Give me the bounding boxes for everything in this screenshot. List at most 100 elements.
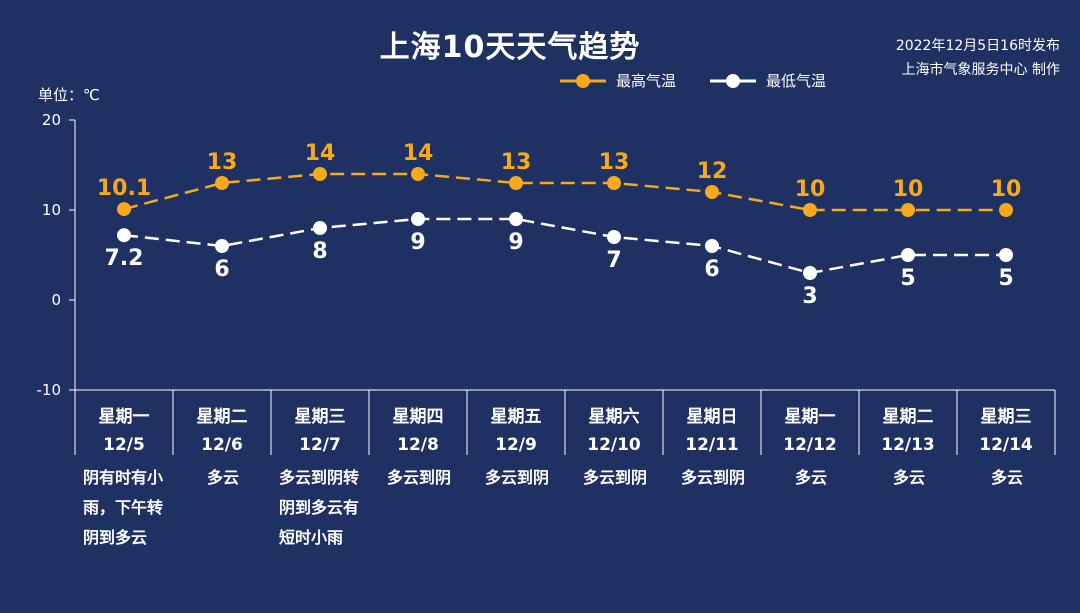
weather-description: 多云到阴 xyxy=(469,463,565,493)
x-tick-weekday: 星期日 xyxy=(687,407,738,427)
x-tick-weekday: 星期二 xyxy=(197,407,248,427)
x-tick-date: 12/6 xyxy=(201,435,243,455)
weather-description: 多云 xyxy=(175,463,271,493)
weather-description-line: 阴有时有小 xyxy=(83,468,164,487)
high-temp-label: 10 xyxy=(991,177,1022,202)
x-tick-weekday: 星期六 xyxy=(589,406,640,427)
x-tick-date: 12/8 xyxy=(397,435,439,455)
low-temp-label: 9 xyxy=(410,230,425,255)
legend-high-marker xyxy=(560,73,606,88)
weather-description: 阴有时有小雨，下午转阴到多云 xyxy=(77,463,175,553)
x-tick-date: 12/11 xyxy=(685,435,739,455)
legend-item-low: 最低气温 xyxy=(710,70,826,91)
issue-info: 2022年12月5日16时发布 上海市气象服务中心 制作 xyxy=(896,34,1060,82)
low-temp-label: 5 xyxy=(998,266,1013,291)
unit-label: 单位：℃ xyxy=(38,86,100,104)
legend-item-high: 最高气温 xyxy=(560,70,676,91)
issuer: 上海市气象服务中心 制作 xyxy=(901,62,1060,78)
high-temp-label: 12 xyxy=(697,159,728,184)
weather-description-line: 短时小雨 xyxy=(279,528,344,547)
weather-description-line: 多云到阴 xyxy=(484,468,549,487)
weather-description: 多云到阴 xyxy=(665,463,761,493)
weather-description-line: 雨，下午转 xyxy=(83,498,164,517)
y-tick-label: 10 xyxy=(42,201,61,219)
high-temp-point xyxy=(313,167,327,181)
chart-title: 上海10天天气趋势 xyxy=(379,30,641,65)
high-temp-label: 10 xyxy=(795,177,826,202)
weather-description-line: 多云到阴 xyxy=(680,468,745,487)
high-temp-label: 14 xyxy=(403,141,434,166)
weather-description-line: 多云 xyxy=(892,468,925,487)
low-temp-line xyxy=(123,217,1006,275)
y-tick-label: -10 xyxy=(37,381,62,399)
low-temp-point xyxy=(999,248,1013,262)
high-temp-label: 10 xyxy=(893,177,924,202)
low-temp-point xyxy=(117,228,131,243)
low-temp-point xyxy=(313,221,327,235)
x-tick-weekday: 星期三 xyxy=(981,407,1032,427)
low-temp-label: 7 xyxy=(606,248,621,273)
x-tick-weekday: 星期三 xyxy=(295,407,346,427)
x-tick-date: 12/13 xyxy=(881,435,935,455)
high-temp-point xyxy=(117,202,131,217)
low-temp-label: 6 xyxy=(704,257,719,282)
x-tick-weekday: 星期二 xyxy=(883,407,934,427)
x-tick-weekday: 星期四 xyxy=(393,407,444,427)
low-temp-point xyxy=(509,212,523,226)
low-temp-label: 8 xyxy=(312,239,327,264)
y-tick-label: 0 xyxy=(51,291,61,309)
low-temp-label: 5 xyxy=(900,266,915,291)
weather-description-line: 多云到阴转 xyxy=(279,468,360,487)
high-temp-point xyxy=(803,203,817,217)
weather-description-line: 阴到多云有 xyxy=(279,498,360,517)
high-temp-point xyxy=(705,185,719,199)
weather-description-line: 多云 xyxy=(990,468,1023,487)
x-tick-date: 12/9 xyxy=(495,435,537,455)
low-temp-point xyxy=(607,230,621,244)
x-tick-date: 12/12 xyxy=(783,435,837,455)
weather-description-line: 多云到阴 xyxy=(582,468,647,487)
high-temp-point xyxy=(607,176,621,190)
high-temp-point xyxy=(509,176,523,190)
high-temp-point xyxy=(411,167,425,181)
weather-description-line: 多云到阴 xyxy=(386,468,451,487)
low-temp-label: 9 xyxy=(508,230,523,255)
low-temp-point xyxy=(215,239,229,253)
x-tick-date: 12/10 xyxy=(587,435,641,455)
x-tick-date: 12/14 xyxy=(979,435,1033,455)
low-temp-point xyxy=(705,239,719,253)
high-temp-line xyxy=(123,172,1006,212)
low-temp-label: 6 xyxy=(214,257,229,282)
weather-description: 多云到阴转阴到多云有短时小雨 xyxy=(273,463,371,553)
y-tick-label: 20 xyxy=(42,111,61,129)
weather-description-line: 阴到多云 xyxy=(83,528,148,547)
x-tick-weekday: 星期一 xyxy=(785,407,836,427)
high-temp-label: 13 xyxy=(501,150,532,175)
weather-description: 多云到阴 xyxy=(567,463,663,493)
high-temp-label: 13 xyxy=(599,150,630,175)
high-temp-label: 14 xyxy=(305,141,336,166)
weather-description: 多云 xyxy=(763,463,859,493)
low-temp-point xyxy=(411,212,425,226)
high-temp-label: 13 xyxy=(207,150,238,175)
weather-description: 多云到阴 xyxy=(371,463,467,493)
low-temp-label: 7.2 xyxy=(105,246,144,271)
issue-time: 2022年12月5日16时发布 xyxy=(895,38,1060,54)
high-temp-point xyxy=(999,203,1013,217)
x-tick-date: 12/7 xyxy=(299,435,341,455)
low-temp-point xyxy=(803,266,817,280)
legend-high-label: 最高气温 xyxy=(616,72,677,90)
legend-low-label: 最低气温 xyxy=(766,72,827,90)
weather-description: 多云 xyxy=(861,463,957,493)
high-temp-point xyxy=(215,176,229,190)
legend-low-marker xyxy=(710,73,756,88)
weather-description: 多云 xyxy=(959,463,1055,493)
high-temp-point xyxy=(901,203,915,217)
low-temp-point xyxy=(901,248,915,262)
weather-description-line: 多云 xyxy=(206,468,239,487)
low-temp-label: 3 xyxy=(802,284,817,309)
x-tick-date: 12/5 xyxy=(103,435,145,455)
high-temp-label: 10.1 xyxy=(97,176,151,201)
x-tick-weekday: 星期一 xyxy=(99,407,150,427)
